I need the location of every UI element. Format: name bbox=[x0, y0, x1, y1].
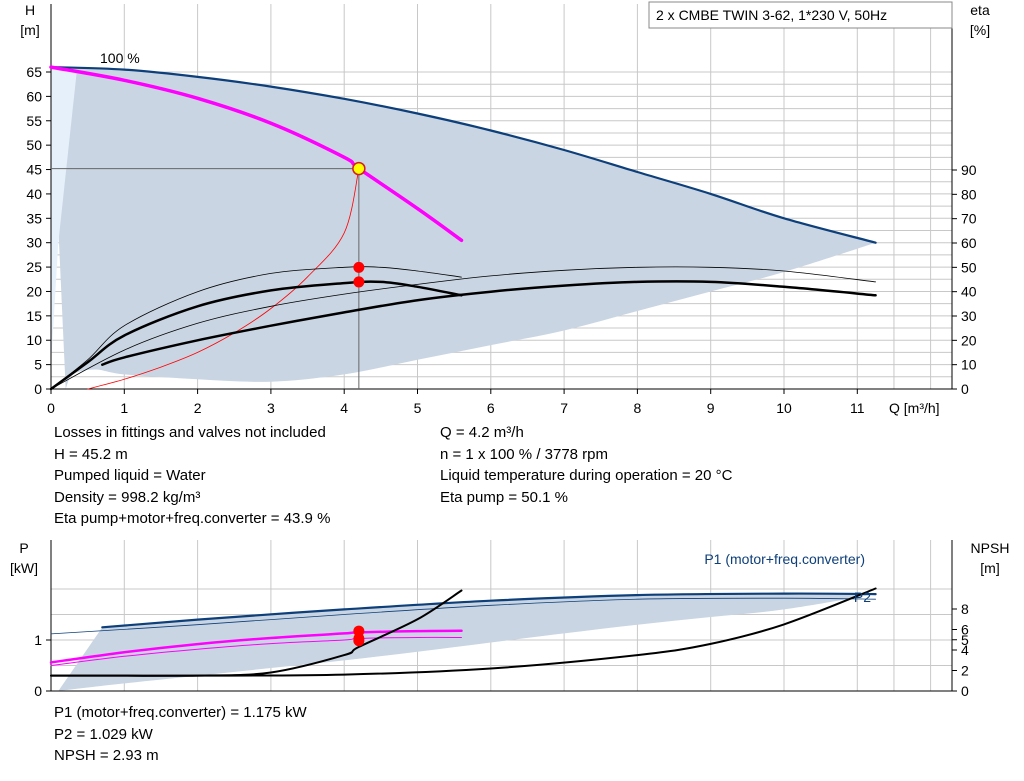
info-p1: P1 (motor+freq.converter) = 1.175 kW bbox=[54, 704, 307, 721]
x-tick-label: 6 bbox=[487, 400, 495, 416]
y-tick-label-left: 0 bbox=[34, 381, 42, 397]
y-axis-left-unit: [kW] bbox=[10, 560, 38, 576]
y-tick-label-right: 40 bbox=[961, 284, 977, 300]
curve-p1-max bbox=[101, 592, 877, 629]
y-axis-left-label: H bbox=[25, 2, 35, 18]
y-axis-right-label: eta bbox=[970, 2, 990, 18]
y-axis-right-unit: [%] bbox=[970, 22, 990, 38]
curve-p1-100 bbox=[49, 629, 463, 664]
info-density: Density = 998.2 kg/m³ bbox=[54, 488, 201, 506]
y-tick-label-left: 25 bbox=[26, 259, 42, 275]
head-efficiency-plot: 0 1 2 3 4 5 6 7 8 9 10 1105101520253035404550556065… bbox=[20, 1, 990, 416]
duty-point-marker bbox=[352, 161, 366, 176]
y-tick-label-left: 10 bbox=[26, 332, 42, 348]
y-axis-right-label: NPSH bbox=[971, 540, 1010, 556]
legend-p2: P2 bbox=[854, 589, 871, 605]
x-tick-label: 2 bbox=[194, 400, 202, 416]
curve-head-100 bbox=[49, 65, 464, 243]
info-liquid: Pumped liquid = Water bbox=[54, 467, 206, 484]
x-tick-label: 10 bbox=[776, 400, 792, 416]
y-tick-label-right: 4 bbox=[961, 642, 969, 658]
info-npsh: NPSH = 2.93 m bbox=[54, 747, 159, 764]
y-tick-label-right: 2 bbox=[961, 663, 969, 679]
speed-curve-label: 100 % bbox=[100, 50, 140, 66]
low-flow-band bbox=[51, 67, 77, 365]
y-tick-label-right: 10 bbox=[961, 357, 977, 373]
x-tick-label: 0 bbox=[47, 400, 55, 416]
y-tick-label-right: 0 bbox=[961, 381, 969, 397]
y-axis-left-unit: [m] bbox=[20, 22, 39, 38]
y-tick-label-left: 45 bbox=[26, 162, 42, 178]
info-flow: Q = 4.2 m³/h bbox=[440, 424, 524, 441]
y-tick-label-left: 30 bbox=[26, 235, 42, 251]
info-right: Q = 4.2 m³/h n = 1 x 100 % / 3778 rpm Li… bbox=[440, 422, 732, 508]
x-tick-label: 7 bbox=[560, 400, 568, 416]
y-tick-label-left: 0 bbox=[34, 683, 42, 699]
y-tick-label-left: 1 bbox=[34, 632, 42, 648]
title-box bbox=[648, 1, 953, 29]
x-axis-label: Q [m³/h] bbox=[889, 400, 940, 416]
curve-eta-twin-thin bbox=[50, 266, 876, 390]
y-tick-label-left: 55 bbox=[26, 113, 42, 129]
y-tick-label-left: 65 bbox=[26, 64, 42, 80]
curve-p2-100 bbox=[50, 636, 462, 666]
y-tick-label-right: 8 bbox=[961, 601, 969, 617]
y-tick-label-left: 15 bbox=[26, 308, 42, 324]
info-speed: n = 1 x 100 % / 3778 rpm bbox=[440, 445, 609, 463]
y-tick-label-right: 90 bbox=[961, 162, 977, 178]
info-losses: Losses in fittings and valves not includ… bbox=[54, 424, 326, 441]
curve-max-head bbox=[49, 66, 877, 244]
operating-range-band bbox=[58, 593, 876, 691]
info-bottom: P1 (motor+freq.converter) = 1.175 kW P2 … bbox=[54, 702, 307, 767]
power-npsh-plot: 0 1 0 2 456 8 P [kW] NPSH [m] P1 (motor+freq.conve… bbox=[10, 540, 1009, 699]
curve-npsh-twin bbox=[50, 587, 877, 677]
y-tick-label-right: 70 bbox=[961, 211, 977, 227]
y-tick-label-left: 60 bbox=[26, 88, 42, 104]
info-eta-total: Eta pump+motor+freq.converter = 43.9 % bbox=[54, 510, 331, 527]
y-tick-label-left: 35 bbox=[26, 210, 42, 226]
chart-title: 2 x CMBE TWIN 3-62, 1*230 V, 50Hz bbox=[656, 7, 887, 23]
x-tick-label: 11 bbox=[850, 400, 865, 416]
y-axis-left-label: P bbox=[19, 540, 28, 556]
x-tick-label: 8 bbox=[634, 400, 642, 416]
y-tick-label-right: 50 bbox=[961, 259, 977, 275]
y-tick-label-right: 60 bbox=[961, 235, 977, 251]
y-tick-label-left: 40 bbox=[26, 186, 42, 202]
y-tick-label-right: 5 bbox=[961, 632, 969, 648]
curve-eta-single-thin bbox=[50, 266, 462, 390]
info-temperature: Liquid temperature during operation = 20… bbox=[440, 467, 733, 484]
legend-p1: P1 (motor+freq.converter) bbox=[704, 551, 865, 567]
info-eta-pump: Eta pump = 50.1 % bbox=[440, 488, 568, 506]
y-axis-right-unit: [m] bbox=[980, 560, 999, 576]
curve-eta-twin-thick bbox=[101, 280, 877, 366]
x-tick-label: 4 bbox=[340, 400, 348, 416]
y-tick-label-right: 0 bbox=[961, 683, 969, 699]
curve-eta-single-thick bbox=[49, 280, 463, 391]
y-tick-label-left: 50 bbox=[26, 137, 42, 153]
curve-p2-max bbox=[50, 597, 876, 635]
x-tick-label: 1 bbox=[120, 400, 128, 416]
power-npsh-marker bbox=[353, 635, 365, 647]
x-tick-label: 5 bbox=[414, 400, 422, 416]
y-tick-label-right: 80 bbox=[961, 186, 977, 202]
y-tick-label-right: 30 bbox=[961, 308, 977, 324]
y-tick-label-left: 20 bbox=[26, 283, 42, 299]
info-p2: P2 = 1.029 kW bbox=[54, 725, 153, 743]
operating-range-band bbox=[51, 67, 876, 389]
y-tick-label-right: 6 bbox=[961, 622, 969, 638]
y-tick-label-left: 5 bbox=[34, 357, 42, 373]
y-tick-label-right: 20 bbox=[961, 332, 977, 348]
eta-marker bbox=[353, 276, 365, 288]
eta-marker bbox=[353, 261, 365, 273]
info-left: Losses in fittings and valves not includ… bbox=[54, 422, 330, 530]
x-tick-label: 9 bbox=[707, 400, 715, 416]
x-tick-label: 3 bbox=[267, 400, 275, 416]
info-head: H = 45.2 m bbox=[54, 445, 128, 463]
